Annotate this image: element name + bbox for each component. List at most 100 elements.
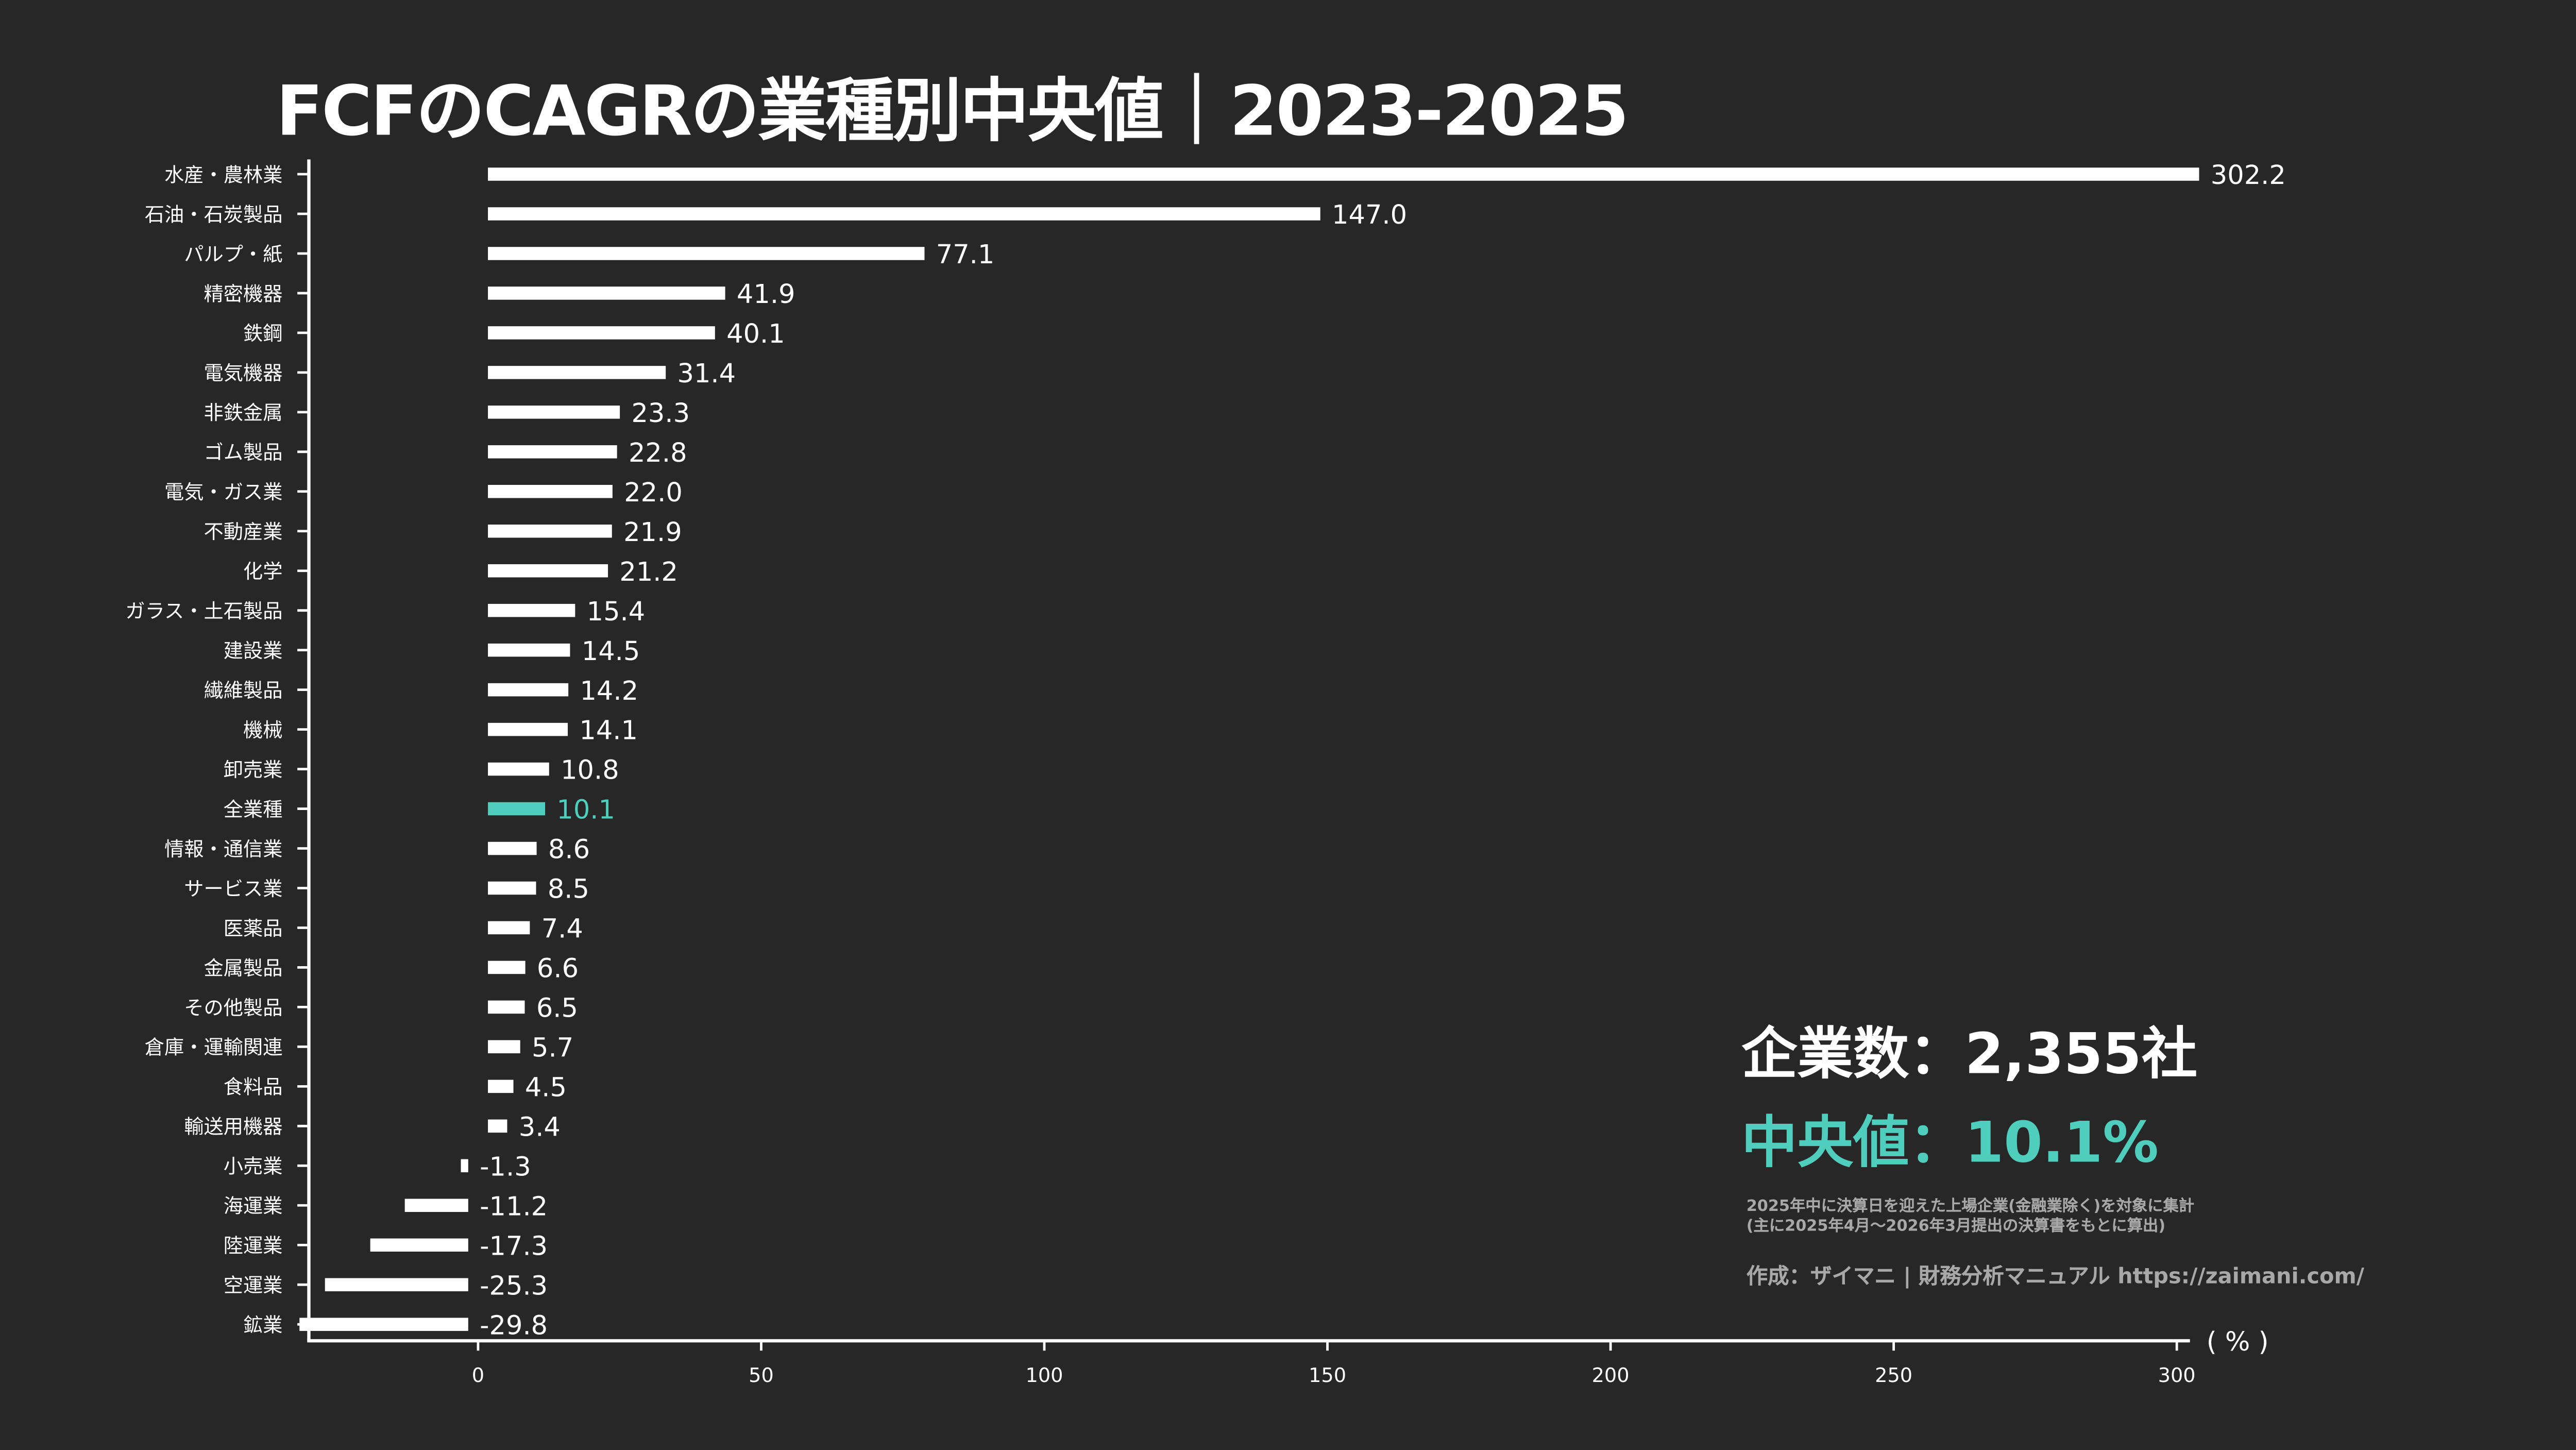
category-label: その他製品 bbox=[184, 997, 282, 1020]
category-label: 食料品 bbox=[224, 1076, 283, 1099]
value-label: 302.2 bbox=[2211, 160, 2286, 191]
category-label: 小売業 bbox=[224, 1155, 283, 1178]
value-label: -1.3 bbox=[480, 1152, 531, 1182]
value-label: -25.3 bbox=[480, 1271, 548, 1301]
value-label: 10.1 bbox=[556, 795, 615, 825]
category-label: 鉄鋼 bbox=[243, 322, 283, 345]
value-label: 41.9 bbox=[737, 279, 795, 310]
median-value: 中央値：10.1% bbox=[1741, 1110, 2159, 1177]
value-label: 22.8 bbox=[629, 438, 687, 468]
bar bbox=[488, 603, 575, 617]
bar bbox=[299, 1318, 468, 1331]
category-label: 精密機器 bbox=[204, 282, 282, 306]
note-line-1: 2025年中に決算日を迎えた上場企業(金融業除く)を対象に集計 bbox=[1746, 1198, 2195, 1216]
chart-title: FCFのCAGRの業種別中央値｜2023-2025 bbox=[276, 71, 1629, 151]
bar bbox=[488, 921, 530, 935]
value-label: 14.5 bbox=[582, 636, 640, 667]
category-label: 建設業 bbox=[224, 639, 283, 663]
bar bbox=[488, 1040, 520, 1054]
bar bbox=[488, 366, 666, 379]
value-label: 3.4 bbox=[519, 1112, 561, 1142]
category-label: 繊維製品 bbox=[204, 679, 282, 702]
company-count: 企業数：2,355社 bbox=[1741, 1022, 2198, 1088]
category-label: 陸運業 bbox=[224, 1235, 283, 1258]
x-tick-label: 300 bbox=[2158, 1364, 2196, 1387]
bar bbox=[488, 881, 536, 895]
category-label: ガラス・土石製品 bbox=[125, 600, 282, 623]
category-label: 不動産業 bbox=[204, 520, 282, 544]
category-label: 非鉄金属 bbox=[204, 401, 282, 425]
category-label: 全業種 bbox=[224, 798, 283, 821]
bar bbox=[488, 1119, 507, 1133]
value-label: 14.2 bbox=[580, 676, 638, 706]
bar bbox=[488, 683, 569, 697]
bar bbox=[488, 524, 612, 538]
value-label: 7.4 bbox=[541, 914, 583, 945]
category-label: 鉱業 bbox=[243, 1314, 283, 1337]
category-label: パルプ・紙 bbox=[184, 243, 282, 266]
x-tick-label: 50 bbox=[749, 1364, 774, 1387]
credit-text: 作成：ザイマニ | 財務分析マニュアル https://zaimani.com/ bbox=[1746, 1265, 2364, 1290]
value-label: 10.8 bbox=[561, 755, 619, 786]
x-tick-label: 0 bbox=[472, 1364, 484, 1387]
category-label: 海運業 bbox=[224, 1195, 283, 1218]
value-label: -29.8 bbox=[480, 1310, 548, 1341]
bar bbox=[488, 485, 613, 498]
category-label: 電気機器 bbox=[204, 362, 282, 385]
value-label: 21.2 bbox=[619, 557, 678, 587]
bar bbox=[404, 1199, 468, 1212]
value-label: -11.2 bbox=[480, 1191, 548, 1222]
bar bbox=[488, 167, 2199, 181]
value-label: 15.4 bbox=[587, 597, 646, 627]
bar bbox=[488, 762, 549, 776]
value-label: 6.5 bbox=[536, 993, 578, 1024]
category-label: 倉庫・運輸関連 bbox=[145, 1036, 283, 1059]
category-label: 金属製品 bbox=[204, 957, 282, 980]
value-label: 5.7 bbox=[532, 1033, 573, 1064]
bar bbox=[461, 1159, 468, 1173]
bar bbox=[488, 841, 537, 855]
value-label: 8.6 bbox=[548, 835, 590, 865]
bar bbox=[488, 207, 1320, 221]
note-line-2: (主に2025年4月～2026年3月提出の決算書をもとに算出) bbox=[1746, 1217, 2166, 1236]
bar bbox=[488, 326, 715, 340]
value-label: 8.5 bbox=[548, 874, 589, 905]
value-label: -17.3 bbox=[480, 1231, 548, 1261]
category-label: ゴム製品 bbox=[204, 441, 282, 464]
category-label: 電気・ガス業 bbox=[164, 481, 283, 504]
value-label: 147.0 bbox=[1332, 200, 1407, 230]
value-label: 31.4 bbox=[677, 359, 736, 389]
bar bbox=[325, 1278, 468, 1291]
bar bbox=[488, 247, 925, 260]
category-label: 石油・石炭製品 bbox=[145, 203, 283, 226]
bar bbox=[488, 643, 570, 657]
bar bbox=[488, 960, 526, 974]
x-tick-label: 200 bbox=[1592, 1364, 1630, 1387]
bar bbox=[488, 722, 568, 736]
x-axis-label: ( % ) bbox=[2207, 1327, 2269, 1357]
x-tick-label: 100 bbox=[1026, 1364, 1063, 1387]
value-label: 4.5 bbox=[525, 1072, 567, 1103]
bar bbox=[488, 1000, 525, 1014]
value-label: 22.0 bbox=[624, 478, 683, 508]
value-label: 21.9 bbox=[623, 517, 682, 548]
value-label: 40.1 bbox=[726, 319, 785, 349]
value-label: 6.6 bbox=[537, 954, 579, 984]
value-label: 23.3 bbox=[631, 398, 690, 429]
bar bbox=[488, 445, 617, 459]
category-label: 化学 bbox=[243, 560, 283, 583]
category-label: 医薬品 bbox=[224, 917, 283, 940]
bar bbox=[488, 564, 608, 578]
category-label: 卸売業 bbox=[224, 758, 283, 782]
category-label: サービス業 bbox=[184, 878, 282, 901]
bar bbox=[488, 1080, 514, 1093]
x-tick-label: 150 bbox=[1309, 1364, 1346, 1387]
category-label: 空運業 bbox=[224, 1274, 283, 1297]
category-label: 水産・農林業 bbox=[164, 163, 283, 187]
bar bbox=[370, 1238, 468, 1252]
x-tick-label: 250 bbox=[1875, 1364, 1912, 1387]
category-label: 輸送用機器 bbox=[184, 1116, 282, 1139]
category-label: 機械 bbox=[243, 719, 283, 742]
